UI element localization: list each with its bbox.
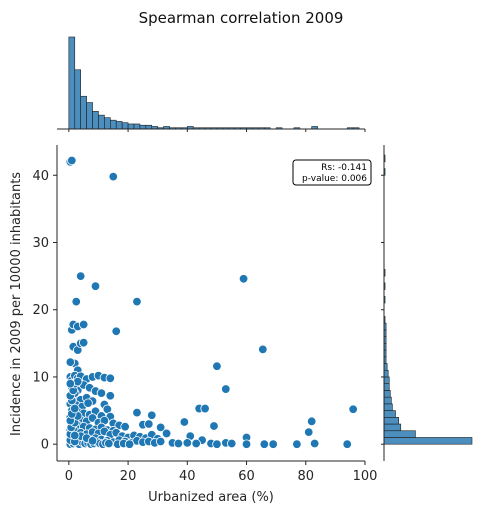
data-point — [191, 438, 201, 449]
data-point — [292, 439, 302, 449]
data-point — [124, 439, 135, 449]
x-hist-bar — [68, 36, 76, 130]
annotation-box — [292, 159, 372, 186]
data-point — [173, 438, 184, 449]
data-point — [132, 296, 142, 307]
data-point — [227, 438, 237, 449]
x-hist-bar — [145, 124, 153, 130]
x-hist-bar — [110, 119, 117, 130]
x-tick-label: 80 — [297, 469, 314, 484]
data-point — [70, 403, 80, 414]
y-hist-bar — [383, 430, 416, 438]
y-tick-label: 40 — [32, 169, 49, 184]
data-point — [71, 296, 81, 307]
x-hist-bar — [74, 69, 81, 130]
x-hist-bar — [98, 114, 105, 130]
data-point — [155, 436, 166, 447]
data-point — [259, 439, 270, 449]
data-point — [268, 439, 278, 449]
y-tick-label: 20 — [32, 303, 49, 318]
y-tick-label: 30 — [32, 236, 49, 251]
data-point — [147, 410, 157, 420]
data-point — [104, 438, 114, 449]
y-hist-bar — [383, 369, 389, 378]
data-point — [221, 384, 231, 394]
data-point — [144, 419, 154, 429]
data-point — [83, 398, 93, 408]
scatter-axes: 0 20 40 60 80 100 0 10 20 30 40 — [32, 145, 377, 484]
data-point — [182, 438, 193, 448]
data-point — [200, 403, 210, 414]
data-point — [87, 436, 98, 446]
data-point — [212, 439, 222, 449]
scatter-points — [65, 155, 358, 449]
data-point — [67, 155, 77, 166]
x-hist-bar — [104, 117, 111, 130]
y-hist-bar — [383, 383, 390, 391]
data-point — [212, 361, 222, 371]
x-tick-label: 20 — [120, 469, 137, 484]
data-point — [90, 281, 101, 291]
data-point — [238, 274, 249, 284]
data-point — [241, 439, 252, 449]
data-point — [105, 373, 116, 384]
data-point — [105, 391, 116, 401]
x-hist-bar — [80, 95, 87, 130]
data-point — [111, 326, 121, 336]
data-point — [65, 378, 76, 389]
data-point — [70, 430, 80, 441]
chart-title: Spearman correlation 2009 — [139, 9, 344, 27]
data-point — [209, 421, 219, 431]
y-hist-bar — [383, 423, 402, 432]
x-tick-label: 100 — [353, 469, 378, 484]
data-point — [342, 439, 352, 449]
x-hist-bar — [86, 102, 93, 130]
data-point — [96, 388, 107, 398]
y-hist-bar — [383, 390, 391, 398]
y-hist-bar — [383, 403, 393, 411]
data-point — [155, 422, 166, 433]
y-hist-bar — [383, 416, 399, 425]
data-point — [161, 428, 172, 439]
x-tick-label: 60 — [238, 469, 255, 484]
x-hist-bar — [127, 123, 135, 130]
data-point — [309, 438, 320, 449]
data-point — [108, 171, 118, 182]
data-point — [65, 357, 76, 367]
y-axis-label: Incidence in 2009 per 10000 inhabitants — [9, 172, 24, 436]
y-hist-bar — [383, 437, 473, 445]
data-point — [78, 337, 89, 348]
data-point — [132, 407, 142, 418]
x-axis-ticks: 0 20 40 60 80 100 — [65, 461, 378, 484]
x-marginal-histogram — [57, 36, 366, 132]
x-hist-bar — [121, 122, 129, 130]
x-hist-bar — [139, 124, 147, 130]
x-axis-label: Urbanized area (%) — [148, 490, 274, 505]
y-hist-bar — [383, 396, 392, 405]
x-hist-bar — [133, 123, 141, 130]
y-marginal-histogram — [381, 145, 473, 461]
data-point — [348, 404, 358, 414]
y-axis-ticks: 0 10 20 30 40 — [32, 169, 57, 453]
x-tick-label: 0 — [65, 469, 73, 484]
y-tick-label: 10 — [32, 370, 49, 385]
data-point — [179, 417, 190, 427]
data-point — [258, 344, 268, 355]
data-point — [306, 416, 317, 427]
x-tick-label: 40 — [179, 469, 196, 484]
data-point — [120, 422, 130, 432]
y-hist-bar — [383, 376, 390, 384]
spearman-annotation: Rs: -0.141 p-value: 0.006 — [292, 159, 372, 186]
annotation-pvalue: p-value: 0.006 — [302, 174, 367, 184]
data-point — [304, 427, 314, 437]
annotation-rs: Rs: -0.141 — [321, 163, 367, 173]
x-hist-bar — [92, 111, 99, 130]
y-tick-label: 0 — [41, 438, 49, 453]
y-hist-bar — [383, 410, 396, 418]
x-hist-bar — [115, 121, 123, 130]
data-point — [78, 319, 89, 330]
data-point — [75, 271, 86, 281]
